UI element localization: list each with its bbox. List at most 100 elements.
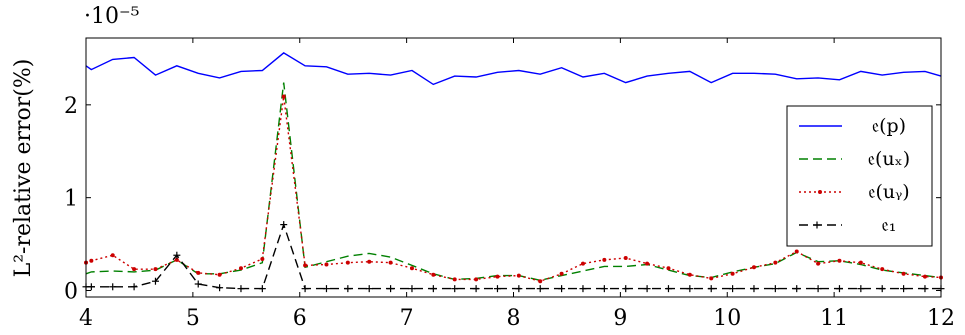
plot-area: [82, 52, 945, 293]
legend-entry: 𝔢(uᵧ): [799, 181, 910, 203]
data-point: [837, 258, 842, 263]
legend: 𝔢(p) 𝔢(uₓ) 𝔢(uᵧ) 𝔢₁: [786, 105, 933, 247]
x-tick-label: 6: [293, 306, 307, 331]
data-point: [922, 274, 927, 279]
legend-label: 𝔢(uᵧ): [868, 181, 909, 203]
data-point: [835, 285, 843, 293]
data-point: [814, 285, 822, 293]
data-point: [516, 273, 521, 278]
series-2: [85, 82, 942, 282]
data-point: [558, 285, 566, 293]
data-point: [686, 285, 694, 293]
data-point: [493, 285, 501, 293]
x-tick-label: 11: [820, 306, 848, 331]
data-point: [730, 271, 735, 276]
data-point: [794, 249, 799, 254]
data-point: [281, 94, 286, 99]
data-point: [602, 257, 607, 262]
data-point: [408, 285, 416, 293]
data-point: [367, 259, 372, 264]
data-point: [580, 261, 585, 266]
series-line-4: [86, 222, 941, 290]
data-point: [452, 277, 457, 282]
legend-entry: 𝔢(uₓ): [799, 148, 910, 170]
data-point: [622, 285, 630, 293]
data-point: [303, 263, 308, 268]
data-point: [729, 285, 737, 293]
data-point: [216, 284, 224, 292]
data-point: [132, 267, 137, 272]
data-point: [687, 272, 692, 277]
legend-entry: 𝔢₁: [799, 214, 896, 236]
data-point: [645, 261, 650, 266]
data-point: [707, 285, 715, 293]
data-point: [664, 285, 672, 293]
y-tick-label: 0: [64, 280, 78, 305]
series-line-3: [85, 96, 942, 282]
series-1: [85, 52, 942, 86]
data-point: [474, 277, 479, 282]
data-point: [900, 285, 908, 293]
x-tick-label: 7: [400, 306, 414, 331]
data-point: [515, 285, 523, 293]
data-point: [429, 285, 437, 293]
data-point: [387, 285, 395, 293]
data-point: [130, 283, 138, 291]
data-point: [472, 285, 480, 293]
data-point: [237, 285, 245, 293]
x-tick-label: 4: [79, 306, 93, 331]
data-point: [109, 283, 117, 291]
x-tick-label: 12: [927, 306, 955, 331]
data-point: [858, 260, 863, 265]
series-line-2: [85, 82, 942, 282]
data-point: [196, 270, 201, 275]
data-point: [324, 262, 329, 267]
data-point: [301, 285, 309, 293]
legend-label: 𝔢(p): [872, 115, 906, 137]
data-point: [110, 253, 115, 258]
data-point: [857, 285, 865, 293]
data-point: [536, 285, 544, 293]
data-point: [238, 266, 243, 271]
x-tick-label: 10: [713, 306, 741, 331]
data-point: [388, 260, 393, 265]
data-point: [751, 265, 756, 270]
legend-label: 𝔢(uₓ): [868, 148, 910, 170]
y-tick-label: 2: [64, 94, 78, 119]
data-point: [345, 260, 350, 265]
series-line-1: [85, 52, 942, 86]
data-point: [771, 285, 779, 293]
data-point: [280, 221, 288, 229]
data-point: [495, 274, 500, 279]
legend-box: [786, 105, 933, 247]
x-tick-label: 9: [613, 306, 627, 331]
data-point: [151, 277, 159, 285]
data-point: [880, 267, 885, 272]
data-point: [431, 272, 436, 277]
data-point: [623, 256, 628, 261]
series-4: [82, 221, 945, 293]
data-point: [600, 285, 608, 293]
series-3: [84, 94, 943, 284]
data-point: [793, 285, 801, 293]
data-point: [153, 267, 158, 272]
data-point: [174, 257, 179, 262]
data-point: [365, 285, 373, 293]
data-point: [538, 279, 543, 284]
data-point: [322, 285, 330, 293]
data-point: [709, 276, 714, 281]
y-multiplier: ·10⁻⁵: [84, 4, 139, 29]
legend-entry: 𝔢(p): [799, 115, 906, 137]
data-point: [666, 266, 671, 271]
legend-label: 𝔢₁: [882, 214, 897, 236]
data-point: [217, 272, 222, 277]
data-point: [451, 285, 459, 293]
data-point: [194, 280, 202, 288]
x-tick-label: 8: [507, 306, 521, 331]
data-point: [344, 285, 352, 293]
data-point: [87, 283, 95, 291]
data-point: [773, 260, 778, 265]
data-point: [559, 271, 564, 276]
